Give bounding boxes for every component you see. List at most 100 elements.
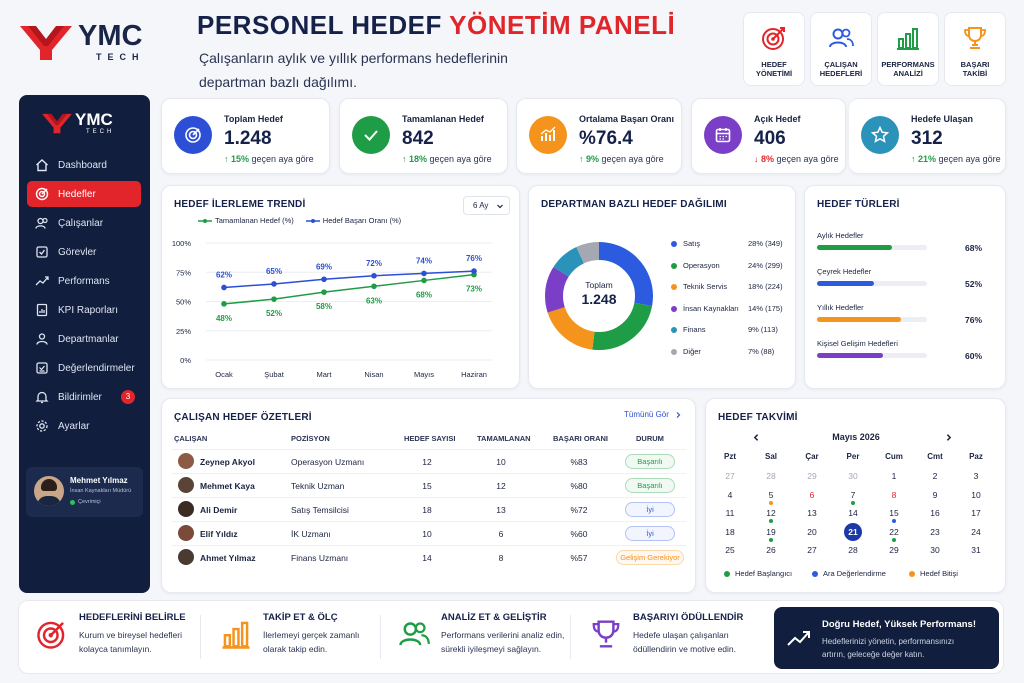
calendar-day[interactable]: 31: [971, 545, 981, 555]
quick-action-hedef-yonetimi[interactable]: HEDEF YÖNETİMİ: [743, 12, 805, 86]
calendar-day[interactable]: 29: [807, 471, 817, 481]
weekday-label: Cmt: [927, 452, 943, 461]
table-row[interactable]: Elif Yıldız İK Uzmanı 10 6 %60 İyi: [172, 521, 686, 545]
calendar-day[interactable]: 16: [930, 508, 940, 518]
sidebar-item-gorevler[interactable]: Görevler: [27, 239, 141, 265]
calendar-day[interactable]: 1: [891, 471, 897, 481]
sidebar-item-bildirimler[interactable]: Bildirimler 3: [27, 384, 141, 410]
calendar-day[interactable]: 28: [848, 545, 858, 555]
calendar-legend-label: Hedef Bitişi: [920, 569, 958, 578]
sidebar-item-ayarlar[interactable]: Ayarlar: [27, 413, 141, 439]
user-status: Çevrimiçi: [70, 499, 101, 505]
target-icon: [37, 621, 65, 649]
y-tick-label: 75%: [176, 268, 191, 277]
stat-label: Ortalama Başarı Oranı: [579, 114, 675, 124]
calendar-day[interactable]: 18: [725, 526, 735, 537]
calendar-day[interactable]: 23: [930, 526, 940, 537]
user-card[interactable]: Mehmet Yılmaz İnsan Kaynakları Müdürü Çe…: [26, 467, 143, 517]
calendar-day[interactable]: 27: [725, 471, 735, 481]
legend-label: Teknik Servis: [683, 282, 728, 291]
stat-card-toplam-hedef[interactable]: Toplam Hedef 1.248 ↑ 15% geçen aya göre: [161, 98, 330, 174]
sidebar-item-dashboard[interactable]: Dashboard: [27, 152, 141, 178]
chevron-left-icon[interactable]: [752, 433, 761, 442]
sidebar-item-hedefler[interactable]: Hedefler: [27, 181, 141, 207]
view-all-link[interactable]: Tümünü Gör: [624, 410, 682, 419]
calendar-day[interactable]: 2: [932, 471, 938, 481]
legend-value: 7% (88): [748, 346, 775, 356]
table-row[interactable]: Mehmet Kaya Teknik Uzman 15 12 %80 Başarılı: [172, 473, 686, 497]
table-row[interactable]: Ali Demir Satış Temsilcisi 18 13 %72 İyi: [172, 497, 686, 521]
footer-divider: [200, 615, 201, 659]
sidebar-item-kpi-raporlari[interactable]: KPI Raporları: [27, 297, 141, 323]
calendar-day[interactable]: 4: [727, 489, 733, 500]
legend-value: 18% (224): [748, 282, 783, 291]
calendar-day[interactable]: 8: [891, 489, 897, 500]
legend-label: Hedef Başarı Oranı (%): [322, 216, 402, 225]
goal-type-label: Kişisel Gelişim Hedefleri: [817, 339, 898, 348]
calendar-day[interactable]: 19: [766, 526, 776, 537]
quick-action-calisan-hedefleri[interactable]: ÇALIŞAN HEDEFLERİ: [810, 12, 872, 86]
calendar-day[interactable]: 24: [971, 526, 981, 537]
calendar-day[interactable]: 5: [768, 489, 774, 500]
column-header: TAMAMLANAN: [477, 434, 531, 443]
calendar-day[interactable]: 3: [973, 471, 979, 481]
avatar: [178, 525, 194, 541]
subtitle-line-1: Çalışanların aylık ve yıllık performans …: [199, 50, 508, 66]
calendar-day[interactable]: 22: [889, 526, 899, 537]
calendar-day[interactable]: 17: [971, 508, 981, 518]
calendar-day[interactable]: 25: [725, 545, 735, 555]
table-row[interactable]: Zeynep Akyol Operasyon Uzmanı 12 10 %83 Başar…: [172, 449, 686, 473]
stat-card-ortalama-basari[interactable]: Ortalama Başarı Oranı %76.4 ↑ 9% geçen a…: [516, 98, 682, 174]
promo-banner[interactable]: Doğru Hedef, Yüksek Performans! Hedefler…: [774, 607, 999, 669]
calendar-day[interactable]: 9: [932, 489, 938, 500]
sidebar-item-departmanlar[interactable]: Departmanlar: [27, 326, 141, 352]
calendar-day[interactable]: 11: [725, 508, 735, 518]
calendar-day[interactable]: 29: [889, 545, 899, 555]
chevron-right-icon[interactable]: [944, 433, 953, 442]
subtitle-line-2: departman bazlı dağılımı.: [199, 74, 357, 90]
status-badge: Başarılı: [625, 478, 675, 493]
quick-action-basari-takibi[interactable]: BAŞARI TAKİBİ: [944, 12, 1006, 86]
calendar-day[interactable]: 6: [809, 489, 815, 500]
table-cell: Finans Uzmanı: [291, 553, 349, 563]
quick-action-performans-analizi[interactable]: PERFORMANS ANALİZİ: [877, 12, 939, 86]
calendar-day[interactable]: 12: [766, 508, 776, 518]
stat-change: ↑ 21% geçen aya göre: [911, 154, 1001, 164]
calendar-day[interactable]: 28: [766, 471, 776, 481]
calendar-day[interactable]: 15: [889, 508, 899, 518]
sidebar-item-label: KPI Raporları: [58, 304, 119, 316]
table-row[interactable]: Ahmet Yılmaz Finans Uzmanı 14 8 %57 Gelişim G…: [172, 545, 686, 569]
calendar-day[interactable]: 27: [807, 545, 817, 555]
data-point: [371, 283, 377, 290]
data-point: [221, 284, 227, 291]
calendar-day[interactable]: 30: [848, 471, 858, 481]
stat-card-acik-hedef[interactable]: Açık Hedef 406 ↓ 8% geçen aya göre: [691, 98, 846, 174]
calendar-day[interactable]: 10: [971, 489, 981, 500]
stat-card-tamamlanan-hedef[interactable]: Tamamlanan Hedef 842 ↑ 18% geçen aya gör…: [339, 98, 508, 174]
calendar-day[interactable]: 7: [850, 489, 856, 500]
calendar-day[interactable]: 13: [807, 508, 817, 518]
calendar-day[interactable]: 30: [930, 545, 940, 555]
avatar: [178, 453, 194, 469]
sidebar-item-label: Hedefler: [58, 188, 96, 200]
status-badge: İyi: [625, 502, 675, 517]
calendar-day[interactable]: 26: [766, 545, 776, 555]
user-name: Mehmet Yılmaz: [70, 476, 128, 485]
data-point: [271, 296, 277, 302]
calendar-day[interactable]: 14: [848, 508, 858, 518]
sidebar-item-performans[interactable]: Performans: [27, 268, 141, 294]
stat-change: ↓ 8% geçen aya göre: [754, 154, 839, 164]
sidebar-item-calisanlar[interactable]: Çalışanlar: [27, 210, 141, 236]
period-select[interactable]: 6 Ay: [463, 196, 510, 215]
stat-value: 1.248: [224, 128, 272, 149]
goal-type-value: 76%: [965, 315, 983, 325]
trend-chart-title: HEDEF İLERLEME TRENDİ: [174, 199, 306, 210]
series-line-2: [223, 270, 475, 289]
column-header: BAŞARI ORANI: [553, 434, 609, 443]
calendar-day[interactable]: 20: [807, 526, 817, 537]
calendar-day[interactable]: 21: [848, 526, 858, 537]
stat-card-hedefe-ulasan[interactable]: Hedefe Ulaşan 312 ↑ 21% geçen aya göre: [849, 98, 1006, 174]
footer-desc: Performans verilerini analiz edin, sürekl…: [441, 630, 565, 654]
calendar-card: HEDEF TAKVİMİ Mayıs 2026 Pzt Sal Çar Per Cum…: [705, 398, 1006, 593]
sidebar-item-degerlendirmeler[interactable]: Değerlendirmeler: [27, 355, 141, 381]
